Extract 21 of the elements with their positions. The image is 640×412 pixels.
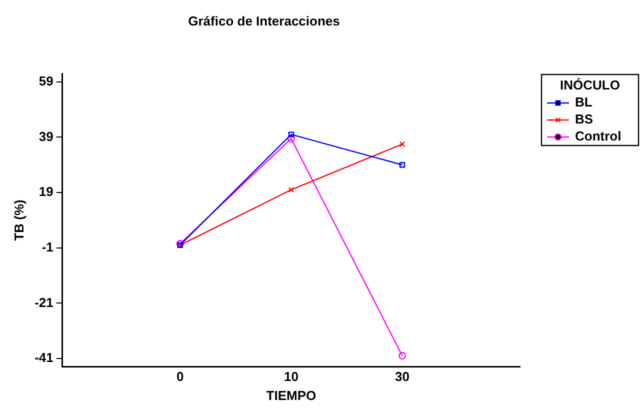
y-axis-title: TB (%) bbox=[11, 200, 26, 241]
y-tick-label: -41 bbox=[34, 350, 54, 366]
legend-title: INÓCULO bbox=[560, 78, 620, 93]
legend-label: BL bbox=[575, 94, 592, 110]
x-tick-label: 10 bbox=[284, 369, 298, 384]
point bbox=[287, 134, 295, 142]
x-tick-label: 30 bbox=[395, 369, 410, 384]
y-tick-label: -1 bbox=[42, 239, 54, 254]
point bbox=[288, 186, 294, 193]
legend-label: BS bbox=[575, 112, 594, 127]
point bbox=[399, 162, 406, 168]
x-tick-label: 0 bbox=[176, 369, 184, 384]
chart-title: Gráfico de Interacciones bbox=[188, 13, 340, 28]
y-tick-label: 39 bbox=[38, 128, 54, 144]
y-tick-label: -21 bbox=[34, 294, 54, 310]
y-tick-label: 19 bbox=[38, 184, 54, 200]
y-tick-label: 59 bbox=[38, 73, 54, 88]
point bbox=[398, 352, 406, 360]
point bbox=[288, 132, 294, 138]
x-axis-title: TIEMPO bbox=[266, 388, 316, 403]
legend-label: Control bbox=[575, 128, 622, 144]
